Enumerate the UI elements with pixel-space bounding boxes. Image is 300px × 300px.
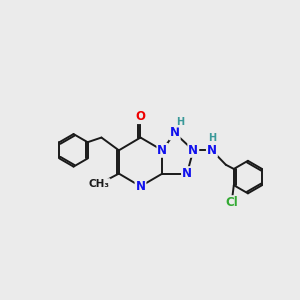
Text: H: H	[208, 133, 216, 142]
Text: Cl: Cl	[225, 196, 238, 209]
Text: N: N	[188, 144, 198, 157]
Text: N: N	[182, 167, 192, 180]
Text: O: O	[136, 110, 146, 123]
Text: N: N	[136, 180, 146, 193]
Text: N: N	[170, 126, 180, 140]
Text: N: N	[158, 144, 167, 157]
Text: N: N	[207, 144, 217, 157]
Text: H: H	[176, 117, 184, 127]
Text: CH₃: CH₃	[88, 179, 110, 189]
